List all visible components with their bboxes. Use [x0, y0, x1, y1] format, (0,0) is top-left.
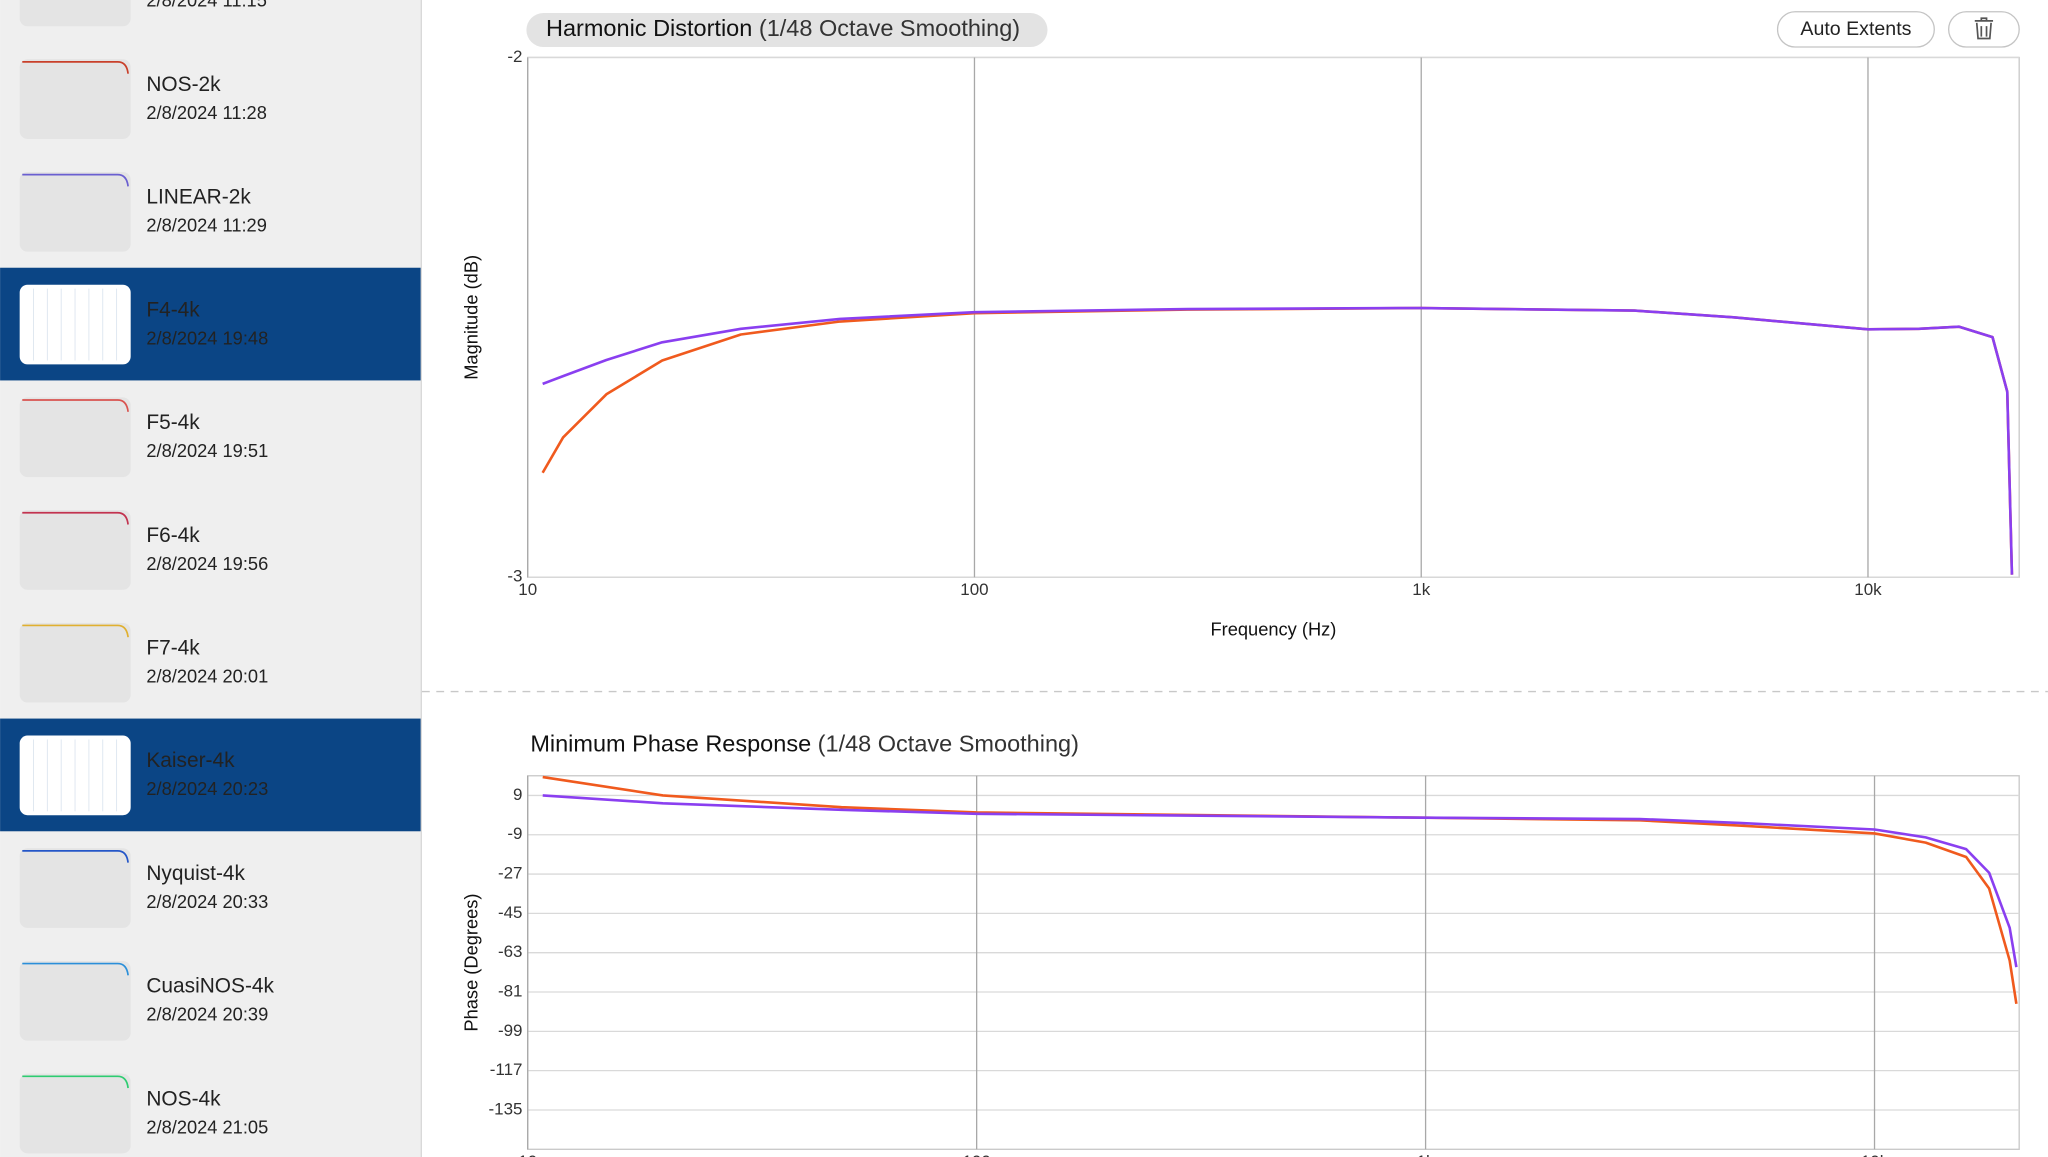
x-tick-label: 1k [1412, 580, 1430, 599]
thumbnail-curve[interactable] [22, 399, 129, 412]
y-tick-label: -45 [498, 903, 523, 922]
thumbnail-curve[interactable] [22, 624, 129, 638]
series-line [542, 775, 2018, 1005]
thumbnail-curve[interactable] [22, 61, 129, 74]
delete-button[interactable] [1948, 11, 2020, 48]
measurement-name[interactable]: F6-4k [146, 524, 200, 547]
measurement-item[interactable]: Kaiser-4k 2/8/2024 20:23 [0, 718, 421, 832]
y-axis-label: Magnitude (dB) [461, 255, 482, 380]
measurement-date[interactable]: 2/8/2024 19:56 [146, 553, 268, 574]
measurement-item[interactable]: F6-4k 2/8/2024 19:56 [19, 510, 269, 590]
plot-area [527, 775, 2020, 1150]
thumbnail[interactable] [19, 510, 131, 590]
y-tick-label: -27 [498, 864, 523, 883]
y-tick-label: -2 [507, 47, 522, 66]
thumbnail[interactable] [19, 0, 131, 27]
measurement-date[interactable]: 2/8/2024 20:33 [146, 891, 268, 912]
measurement-item[interactable]: NOS-2k 2/8/2024 11:28 [19, 59, 267, 139]
series-line [542, 794, 2018, 968]
y-tick-label: 9 [513, 785, 522, 804]
measurement-date[interactable]: 2/8/2024 20:39 [146, 1004, 268, 1025]
thumbnail[interactable] [19, 59, 131, 139]
button-frame[interactable] [1776, 11, 1935, 48]
thumbnail[interactable] [19, 172, 131, 252]
thumbnail[interactable] [19, 1073, 131, 1154]
thumbnail-curve[interactable] [22, 1075, 129, 1089]
measurement-item[interactable]: F7-4k 2/8/2024 20:01 [19, 622, 269, 703]
measurement-name[interactable]: Nyquist-4k [146, 862, 245, 885]
y-tick-label: -81 [498, 982, 523, 1001]
thumbnail[interactable] [19, 397, 131, 478]
x-tick-label: 1k [1417, 1152, 1435, 1157]
measurement-list: 2/8/2024 11:15 NOS-2k 2/8/2024 11:28 LINEAR… [0, 0, 421, 1154]
measurement-item[interactable]: Nyquist-4k 2/8/2024 20:33 [19, 848, 269, 928]
measurement-date[interactable]: 2/8/2024 11:15 [146, 0, 267, 10]
chart: 9 -9 -27 -45 -63 -81 -99 -117 -135 10 100 1k 10k Phas… [461, 775, 2020, 1157]
thumbnail-curve[interactable] [22, 850, 129, 863]
measurement-item[interactable]: F4-4k 2/8/2024 19:48 [0, 267, 421, 381]
thumbnail-curve[interactable] [22, 511, 129, 525]
chart-title: Minimum Phase Response (1/48 Octave Smoo… [530, 731, 1079, 757]
thumbnail-curve[interactable] [22, 173, 129, 187]
measurement-item[interactable]: 2/8/2024 11:15 [19, 0, 267, 27]
series-line [542, 306, 2014, 575]
measurement-date[interactable]: 2/8/2024 19:51 [146, 440, 268, 461]
measurement-date[interactable]: 2/8/2024 19:48 [146, 327, 268, 348]
y-tick-label: -63 [498, 942, 523, 961]
thumbnail[interactable] [19, 622, 131, 703]
measurement-name[interactable]: F4-4k [146, 298, 200, 321]
measurement-name[interactable]: F5-4k [146, 411, 200, 434]
y-tick-label: -135 [489, 1099, 523, 1118]
measurement-date[interactable]: 2/8/2024 11:29 [146, 215, 267, 236]
button-frame[interactable] [1948, 11, 2020, 48]
y-tick-label: -99 [498, 1021, 523, 1040]
trash-icon[interactable] [1974, 17, 1994, 40]
thumbnail[interactable] [19, 848, 131, 928]
measurement-date[interactable]: 2/8/2024 20:01 [146, 666, 268, 687]
y-tick-label: -117 [490, 1060, 523, 1079]
measurement-date[interactable]: 2/8/2024 11:28 [146, 102, 267, 123]
x-tick-label: 10 [518, 1152, 537, 1157]
measurement-name[interactable]: LINEAR-2k [146, 186, 251, 209]
y-tick-label: -9 [507, 824, 522, 843]
x-tick-label: 10 [518, 580, 537, 599]
auto-extents-button[interactable]: Auto Extents [1776, 11, 1935, 48]
y-axis-label: Phase (Degrees) [461, 893, 482, 1031]
x-tick-label: 100 [960, 580, 988, 599]
subtitle: (1/48 Octave Smoothing) [818, 731, 1079, 757]
measurement-item[interactable]: LINEAR-2k 2/8/2024 11:29 [19, 172, 267, 252]
button-label[interactable]: Auto Extents [1800, 18, 1911, 40]
measurement-name[interactable]: CuasiNOS-4k [146, 975, 274, 998]
measurement-name[interactable]: Kaiser-4k [146, 749, 235, 772]
chart: -2 -310 100 1k 10k Frequency (Hz) Magnitude (d… [461, 47, 2020, 640]
title: Minimum Phase Response [530, 731, 811, 757]
measurement-name[interactable]: NOS-4k [146, 1087, 221, 1110]
measurement-name[interactable]: F7-4k [146, 636, 200, 659]
measurement-date[interactable]: 2/8/2024 21:05 [146, 1116, 268, 1137]
measurement-name[interactable]: NOS-2k [146, 73, 221, 96]
measurement-item[interactable]: F5-4k 2/8/2024 19:51 [19, 397, 269, 478]
thumbnail-curve[interactable] [22, 962, 129, 976]
x-tick-label: 10k [1854, 580, 1882, 599]
thumbnail[interactable] [19, 960, 131, 1041]
measurement-item[interactable]: CuasiNOS-4k 2/8/2024 20:39 [19, 960, 275, 1041]
x-tick-label: 10k [1861, 1152, 1889, 1157]
plot-area [527, 56, 2020, 578]
y-tick-label: -3 [507, 567, 522, 586]
x-axis-label: Frequency (Hz) [1211, 619, 1337, 640]
measurement-item[interactable]: NOS-4k 2/8/2024 21:05 [19, 1073, 269, 1154]
measurement-date[interactable]: 2/8/2024 20:23 [146, 778, 268, 799]
chart-title: Harmonic Distortion (1/48 Octave Smoothi… [546, 15, 1020, 41]
title: Harmonic Distortion [546, 15, 752, 41]
title-pill [526, 13, 1048, 48]
subtitle: (1/48 Octave Smoothing) [759, 15, 1020, 41]
x-tick-label: 100 [962, 1152, 990, 1157]
